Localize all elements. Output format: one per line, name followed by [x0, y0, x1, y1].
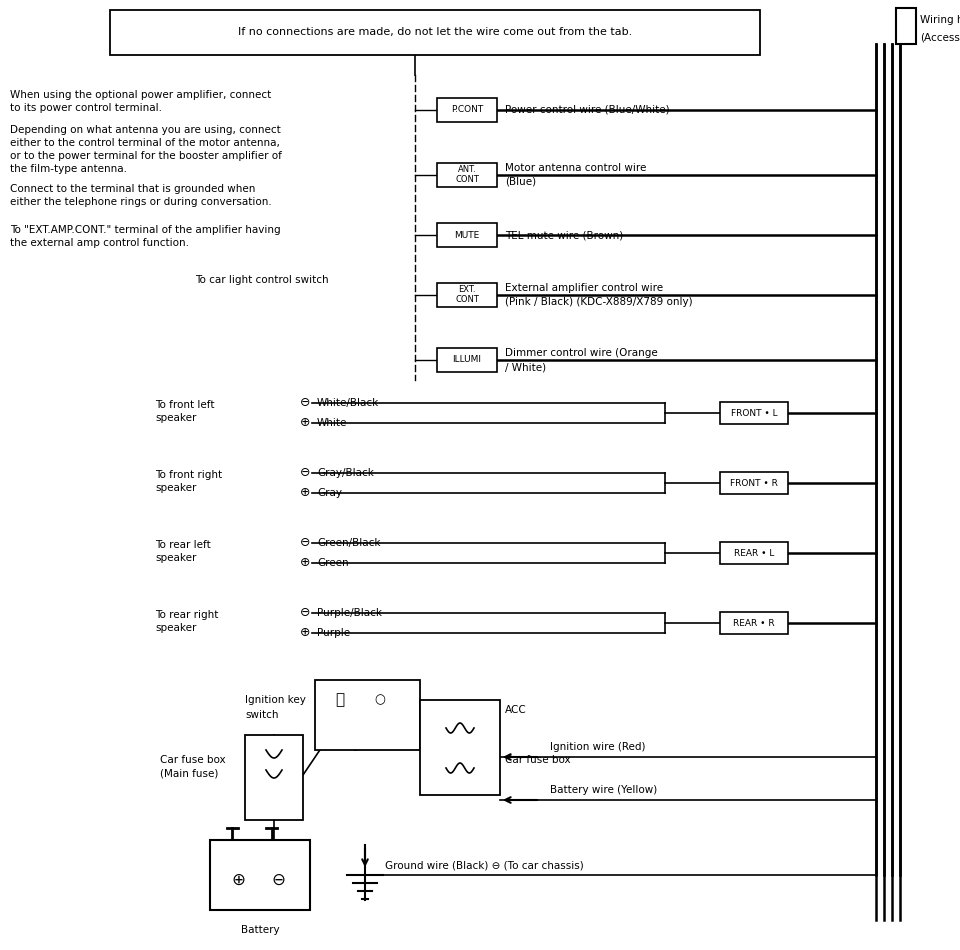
- Text: ⊕: ⊕: [300, 626, 310, 639]
- Text: Battery: Battery: [241, 925, 279, 935]
- Text: speaker: speaker: [155, 553, 197, 563]
- Bar: [315, 680, 420, 750]
- Bar: [720, 612, 788, 634]
- Text: ⊕: ⊕: [300, 416, 310, 429]
- Text: ⊖: ⊖: [300, 606, 310, 619]
- Text: MUTE: MUTE: [454, 231, 480, 239]
- Text: ⊕: ⊕: [300, 557, 310, 569]
- Text: CONT: CONT: [455, 176, 479, 184]
- Text: Car fuse box: Car fuse box: [505, 755, 570, 765]
- Bar: [210, 840, 310, 910]
- Bar: [720, 402, 788, 424]
- Text: Ignition wire (Red): Ignition wire (Red): [550, 742, 645, 752]
- Text: Power control wire (Blue/White): Power control wire (Blue/White): [505, 105, 670, 115]
- Text: Depending on what antenna you are using, connect: Depending on what antenna you are using,…: [10, 125, 280, 135]
- Text: P.CONT: P.CONT: [451, 105, 483, 115]
- Bar: [437, 223, 497, 247]
- Text: (Accessory①): (Accessory①): [920, 33, 960, 43]
- Text: Wiring harness: Wiring harness: [920, 15, 960, 25]
- Text: ANT.: ANT.: [458, 165, 476, 175]
- Text: or to the power terminal for the booster amplifier of: or to the power terminal for the booster…: [10, 151, 282, 161]
- Bar: [420, 700, 500, 795]
- Text: To front right: To front right: [155, 470, 222, 480]
- Text: REAR • R: REAR • R: [733, 618, 775, 628]
- Bar: [437, 163, 497, 187]
- Text: Gray: Gray: [317, 488, 342, 498]
- Text: Purple: Purple: [317, 628, 350, 638]
- Text: ⊖: ⊖: [271, 871, 285, 889]
- Text: White: White: [317, 418, 348, 428]
- Bar: [437, 98, 497, 122]
- Bar: [437, 348, 497, 372]
- Bar: [437, 283, 497, 307]
- Text: To rear left: To rear left: [155, 540, 211, 550]
- Text: Connect to the terminal that is grounded when: Connect to the terminal that is grounded…: [10, 184, 255, 194]
- Text: To "EXT.AMP.CONT." terminal of the amplifier having: To "EXT.AMP.CONT." terminal of the ampli…: [10, 225, 280, 235]
- Text: speaker: speaker: [155, 483, 197, 493]
- Text: Green: Green: [317, 558, 348, 568]
- Text: switch: switch: [245, 710, 278, 720]
- Text: ⊕: ⊕: [300, 486, 310, 500]
- Text: ⊖: ⊖: [300, 396, 310, 409]
- Text: Ground wire (Black) ⊖ (To car chassis): Ground wire (Black) ⊖ (To car chassis): [385, 860, 584, 870]
- Text: either the telephone rings or during conversation.: either the telephone rings or during con…: [10, 197, 272, 207]
- Text: When using the optional power amplifier, connect: When using the optional power amplifier,…: [10, 90, 272, 100]
- Text: To front left: To front left: [155, 400, 214, 410]
- Text: ⊕: ⊕: [231, 871, 245, 889]
- Text: Battery wire (Yellow): Battery wire (Yellow): [550, 785, 658, 795]
- Text: ○: ○: [374, 694, 385, 707]
- Text: White/Black: White/Black: [317, 398, 379, 408]
- Text: To rear right: To rear right: [155, 610, 218, 620]
- Text: Ignition key: Ignition key: [245, 695, 306, 705]
- Text: ILLUMI: ILLUMI: [452, 355, 482, 365]
- Bar: [720, 542, 788, 564]
- Text: EXT.: EXT.: [458, 286, 476, 294]
- Text: REAR • L: REAR • L: [733, 548, 774, 558]
- Text: Dimmer control wire (Orange: Dimmer control wire (Orange: [505, 348, 658, 358]
- Text: TEL mute wire (Brown): TEL mute wire (Brown): [505, 230, 623, 240]
- Text: Gray/Black: Gray/Black: [317, 468, 373, 478]
- Text: To car light control switch: To car light control switch: [195, 275, 328, 285]
- Bar: [110, 10, 760, 55]
- Text: FRONT • L: FRONT • L: [731, 408, 778, 417]
- Text: (Pink / Black) (KDC-X889/X789 only): (Pink / Black) (KDC-X889/X789 only): [505, 297, 692, 307]
- Text: to its power control terminal.: to its power control terminal.: [10, 103, 162, 113]
- Text: FRONT • R: FRONT • R: [730, 479, 778, 487]
- Text: ⊖: ⊖: [300, 537, 310, 549]
- Text: External amplifier control wire: External amplifier control wire: [505, 283, 663, 293]
- Text: Motor antenna control wire: Motor antenna control wire: [505, 163, 646, 173]
- Bar: [245, 735, 303, 820]
- Text: speaker: speaker: [155, 623, 197, 633]
- Text: ⊖: ⊖: [300, 466, 310, 480]
- Bar: [720, 472, 788, 494]
- Text: Purple/Black: Purple/Black: [317, 608, 382, 618]
- Text: (Main fuse): (Main fuse): [160, 768, 218, 778]
- Text: / White): / White): [505, 362, 546, 372]
- Text: If no connections are made, do not let the wire come out from the tab.: If no connections are made, do not let t…: [238, 28, 632, 37]
- Text: ACC: ACC: [505, 705, 527, 715]
- Text: CONT: CONT: [455, 295, 479, 305]
- Text: 🔑: 🔑: [335, 693, 345, 708]
- Text: speaker: speaker: [155, 413, 197, 423]
- Text: the external amp control function.: the external amp control function.: [10, 238, 189, 248]
- Text: Car fuse box: Car fuse box: [160, 755, 226, 765]
- Text: either to the control terminal of the motor antenna,: either to the control terminal of the mo…: [10, 138, 280, 148]
- Bar: [896, 8, 916, 44]
- Text: (Blue): (Blue): [505, 177, 536, 187]
- Text: Green/Black: Green/Black: [317, 538, 380, 548]
- Text: the film-type antenna.: the film-type antenna.: [10, 164, 127, 174]
